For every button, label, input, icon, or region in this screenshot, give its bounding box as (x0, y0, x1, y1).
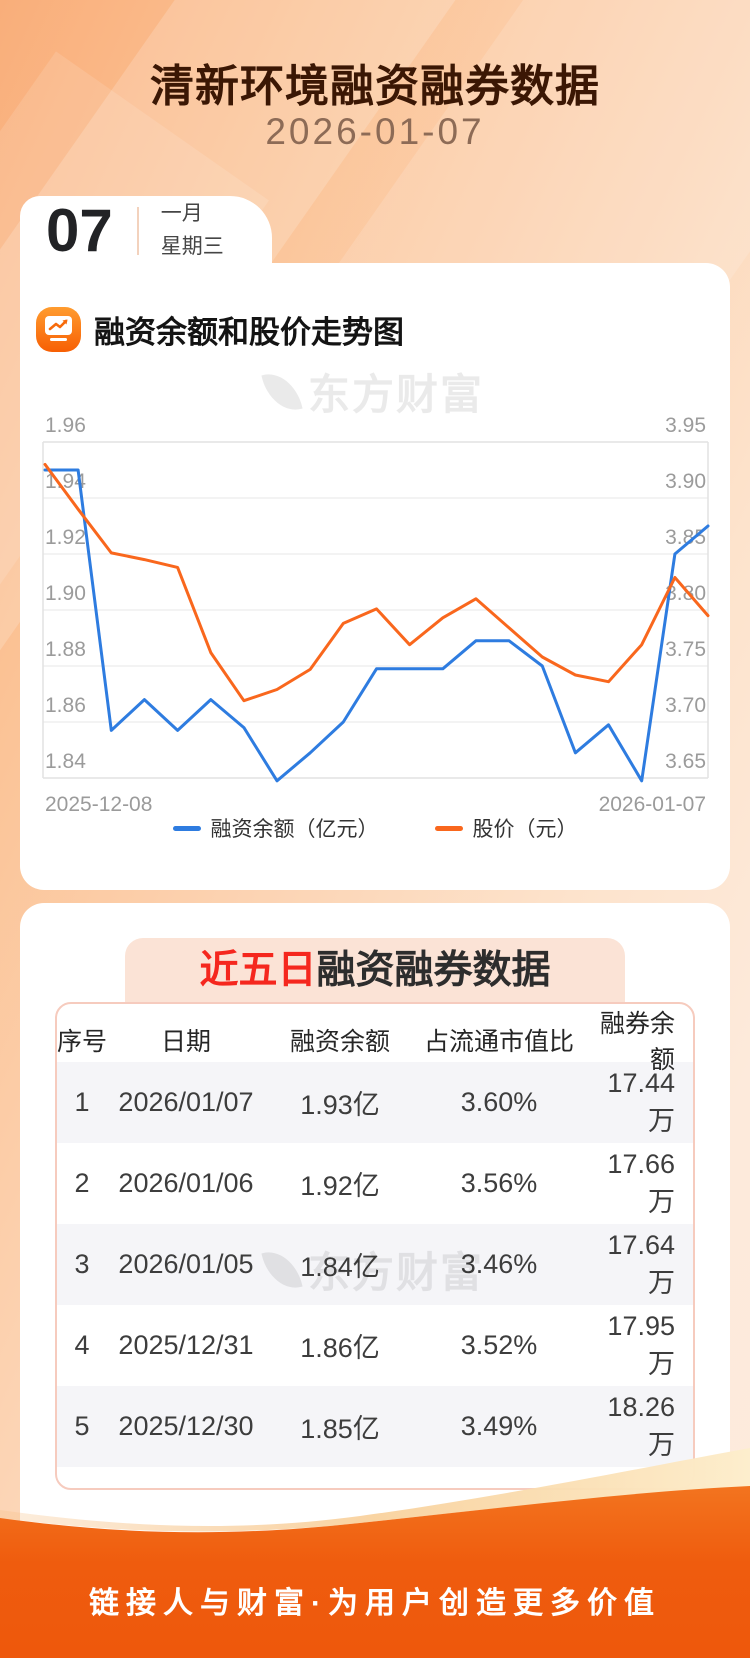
table-cell: 1.92亿 (300, 1171, 380, 1201)
svg-text:3.70: 3.70 (665, 694, 706, 717)
svg-text:1.96: 1.96 (45, 414, 86, 437)
svg-text:1.86: 1.86 (45, 694, 86, 717)
table-banner: 近五日融资融券数据 (125, 938, 625, 1004)
legend-marker (434, 825, 463, 831)
table-cell: 1.93亿 (300, 1090, 380, 1120)
table-cell: 3.49% (460, 1411, 538, 1441)
table-banner-highlight: 近五日 (199, 949, 317, 992)
table-cell: 1.84亿 (300, 1252, 380, 1282)
table-cell: 3.52% (460, 1330, 538, 1360)
column-header: 序号 (57, 1028, 108, 1056)
legend-item: 融资余额（亿元） (172, 813, 379, 843)
footer-wave-highlight (0, 1448, 750, 1532)
table-cell: 3.60% (460, 1087, 538, 1117)
table-cell: 2026/01/07 (118, 1087, 254, 1117)
page-date: 2026-01-07 (265, 111, 485, 152)
footer-wave (0, 1448, 750, 1658)
date-card-weekday: 星期三 (160, 235, 224, 258)
table-cell: 17.66万 (607, 1148, 675, 1217)
svg-text:2026-01-07: 2026-01-07 (599, 793, 706, 816)
svg-text:1.84: 1.84 (45, 750, 86, 773)
legend-item: 股价（元） (434, 813, 578, 843)
page-title: 清新环境融资融券数据 (150, 62, 600, 111)
table-cell: 2026/01/06 (118, 1168, 254, 1198)
date-card-month: 一月 (160, 202, 203, 226)
table-cell: 4 (74, 1330, 90, 1360)
table-cell: 17.44万 (607, 1067, 675, 1136)
table-cell: 2026/01/05 (118, 1249, 254, 1279)
table-row: 1 2026/01/07 1.93亿 3.60% 17.44万 (57, 1062, 693, 1143)
chart-legend: 融资余额（亿元） 股价（元） (20, 813, 730, 843)
table-cell: 3.46% (460, 1249, 538, 1279)
table-cell: 2025/12/31 (118, 1330, 254, 1360)
svg-text:3.95: 3.95 (665, 414, 706, 437)
date-card-day: 07 (46, 197, 113, 264)
table-banner-rest: 融资融券数据 (316, 949, 551, 992)
table-cell: 1.85亿 (300, 1414, 380, 1444)
svg-text:3.75: 3.75 (665, 638, 706, 661)
table-cell: 17.95万 (607, 1310, 675, 1379)
table-cell: 2025/12/30 (118, 1411, 254, 1441)
monitor-chart-icon (36, 307, 81, 352)
table-cell: 18.26万 (607, 1391, 675, 1460)
margin-data-table: 序号 日期 融资余额 占流通市值比 融券余额 1 2026/01/07 1.93亿 3.60% 1… (55, 1002, 695, 1490)
table-cell: 1.86亿 (300, 1333, 380, 1363)
column-header: 占流通市值比 (423, 1028, 574, 1056)
date-card: 07 一月 星期三 (20, 196, 272, 266)
table-row: 2 2026/01/06 1.92亿 3.56% 17.66万 (57, 1143, 693, 1224)
svg-text:3.85: 3.85 (665, 526, 706, 549)
legend-label: 股价（元） (472, 818, 578, 841)
dual-axis-line-chart: 1.96 3.951.94 3.901.92 3.851.90 3.801.88 3.75… (42, 414, 710, 816)
column-header: 融券余额 (599, 1010, 675, 1074)
table-row: 5 2025/12/30 1.85亿 3.49% 18.26万 (57, 1386, 693, 1467)
chart-card: 融资余额和股价走势图 东方财富 1.96 3.95 1.94 3.90 1.92 3.85… (20, 263, 730, 890)
table-cell: 17.64万 (607, 1229, 675, 1298)
legend-label: 融资余额（亿元） (210, 818, 379, 841)
svg-text:3.90: 3.90 (665, 470, 706, 493)
chart-section-header: 融资余额和股价走势图 (36, 307, 404, 352)
column-header: 融资余额 (289, 1028, 390, 1056)
footer-slogan: 链接人与财富·为用户创造更多价值 (89, 1587, 661, 1620)
chart-section-title: 融资余额和股价走势图 (94, 315, 404, 350)
table-row: 4 2025/12/31 1.86亿 3.52% 17.95万 (57, 1305, 693, 1386)
svg-text:1.94: 1.94 (45, 470, 86, 493)
svg-text:1.92: 1.92 (45, 526, 86, 549)
table-header-row: 序号 日期 融资余额 占流通市值比 融券余额 (57, 1004, 693, 1074)
svg-text:2025-12-08: 2025-12-08 (45, 793, 152, 816)
table-cell: 1 (74, 1087, 90, 1117)
table-cell: 3 (74, 1249, 90, 1279)
svg-text:3.65: 3.65 (665, 750, 706, 773)
table-cell: 5 (74, 1411, 90, 1441)
table-cell: 3.56% (460, 1168, 538, 1198)
table-cell: 2 (74, 1168, 90, 1198)
legend-marker (172, 825, 201, 831)
date-card-divider (136, 207, 139, 255)
table-row: 3 2026/01/05 1.84亿 3.46% 17.64万 (57, 1224, 693, 1305)
footer-wave-main (0, 1486, 750, 1658)
svg-text:1.88: 1.88 (45, 638, 86, 661)
svg-text:1.90: 1.90 (45, 582, 86, 605)
column-header: 日期 (160, 1028, 211, 1056)
